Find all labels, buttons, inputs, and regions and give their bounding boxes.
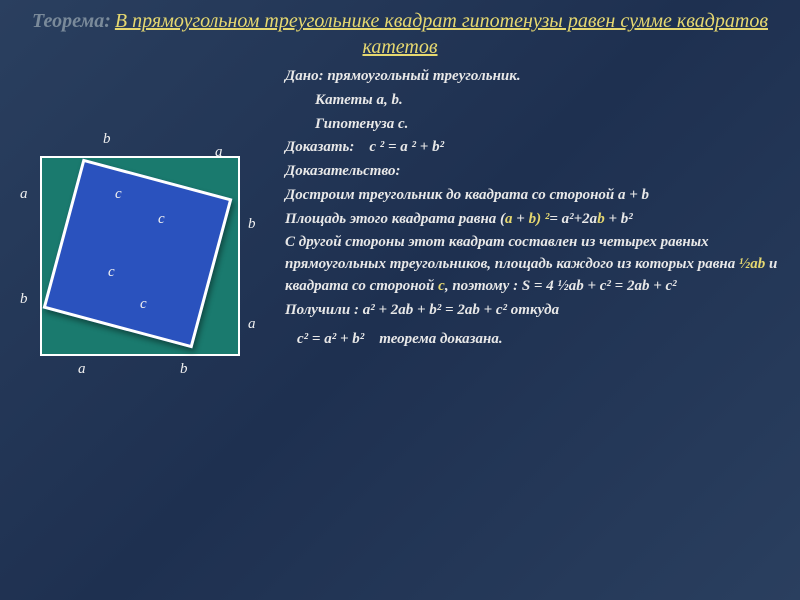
proof-step4: Получили : a² + 2ab + b² = 2ab + c² отку… [285,300,790,322]
s2a: Площадь этого квадрата равна ( [285,211,505,227]
proof-step2: Площадь этого квадрата равна (a + b) ²= … [285,209,790,231]
s2b: a [505,211,513,227]
result-text: теорема доказана. [379,331,502,347]
prove-line: Доказать: c ² = a ² + b² [285,137,790,159]
proof-text: Дано: прямоугольный треугольник. Катеты … [280,66,790,356]
pythagoras-diagram: b a a b b a a b c c c c [40,156,240,356]
theorem-text: В прямоугольном треугольнике квадрат гип… [115,10,768,58]
proof-step3: С другой стороны этот квадрат составлен … [285,232,790,297]
label-a-right: a [248,316,256,333]
given-line1: Дано: прямоугольный треугольник. [285,66,790,88]
proof-result: c² = a² + b² теорема доказана. [285,329,790,351]
label-b-right: b [248,216,256,233]
label-a-left: a [20,186,28,203]
given-legs-label: Катеты [315,92,376,108]
proof-label: Доказательство: [285,161,790,183]
prove-formula: c ² = a ² + b² [369,139,444,155]
s3g: S = 4 ½ab + c² = 2ab + c² [522,278,677,294]
label-b-top: b [103,131,111,148]
s2e: = a²+2a [549,211,597,227]
step1-text: Достроим треугольник до квадрата со стор… [285,187,618,203]
theorem-label: Теорема: [32,10,111,32]
given-legs: a, b. [376,92,402,108]
s2d: b) ² [529,211,550,227]
label-a-top: a [215,144,223,161]
label-b-left: b [20,291,28,308]
given-hyp-label: Гипотенуза [315,116,398,132]
given-line3: Гипотенуза c. [285,114,790,136]
prove-label: Доказать: [285,139,354,155]
step1-ab: a + b [618,187,649,203]
s3a: С другой стороны этот квадрат составлен … [285,234,739,272]
header: Теорема: В прямоугольном треугольнике кв… [0,0,800,66]
proof-step1: Достроим треугольник до квадрата со стор… [285,185,790,207]
s2g: + b² [605,211,633,227]
content: b a a b b a a b c c c c Дано: прямоуголь… [0,66,800,356]
given-line2: Катеты a, b. [285,90,790,112]
s2f: b [597,211,605,227]
s3f: , поэтому : [445,278,522,294]
label-a-bottom: a [78,361,86,378]
diagram-column: b a a b b a a b c c c c [10,66,280,356]
label-c-2: c [158,211,165,228]
s3b: ½a [739,256,758,272]
label-b-bottom: b [180,361,188,378]
label-c-4: c [140,296,147,313]
label-c-3: c [108,264,115,281]
s2c: + [513,211,529,227]
given-hyp: c. [398,116,408,132]
result-formula: c² = a² + b² [297,331,364,347]
label-c-1: c [115,186,122,203]
s3e: c [438,278,445,294]
